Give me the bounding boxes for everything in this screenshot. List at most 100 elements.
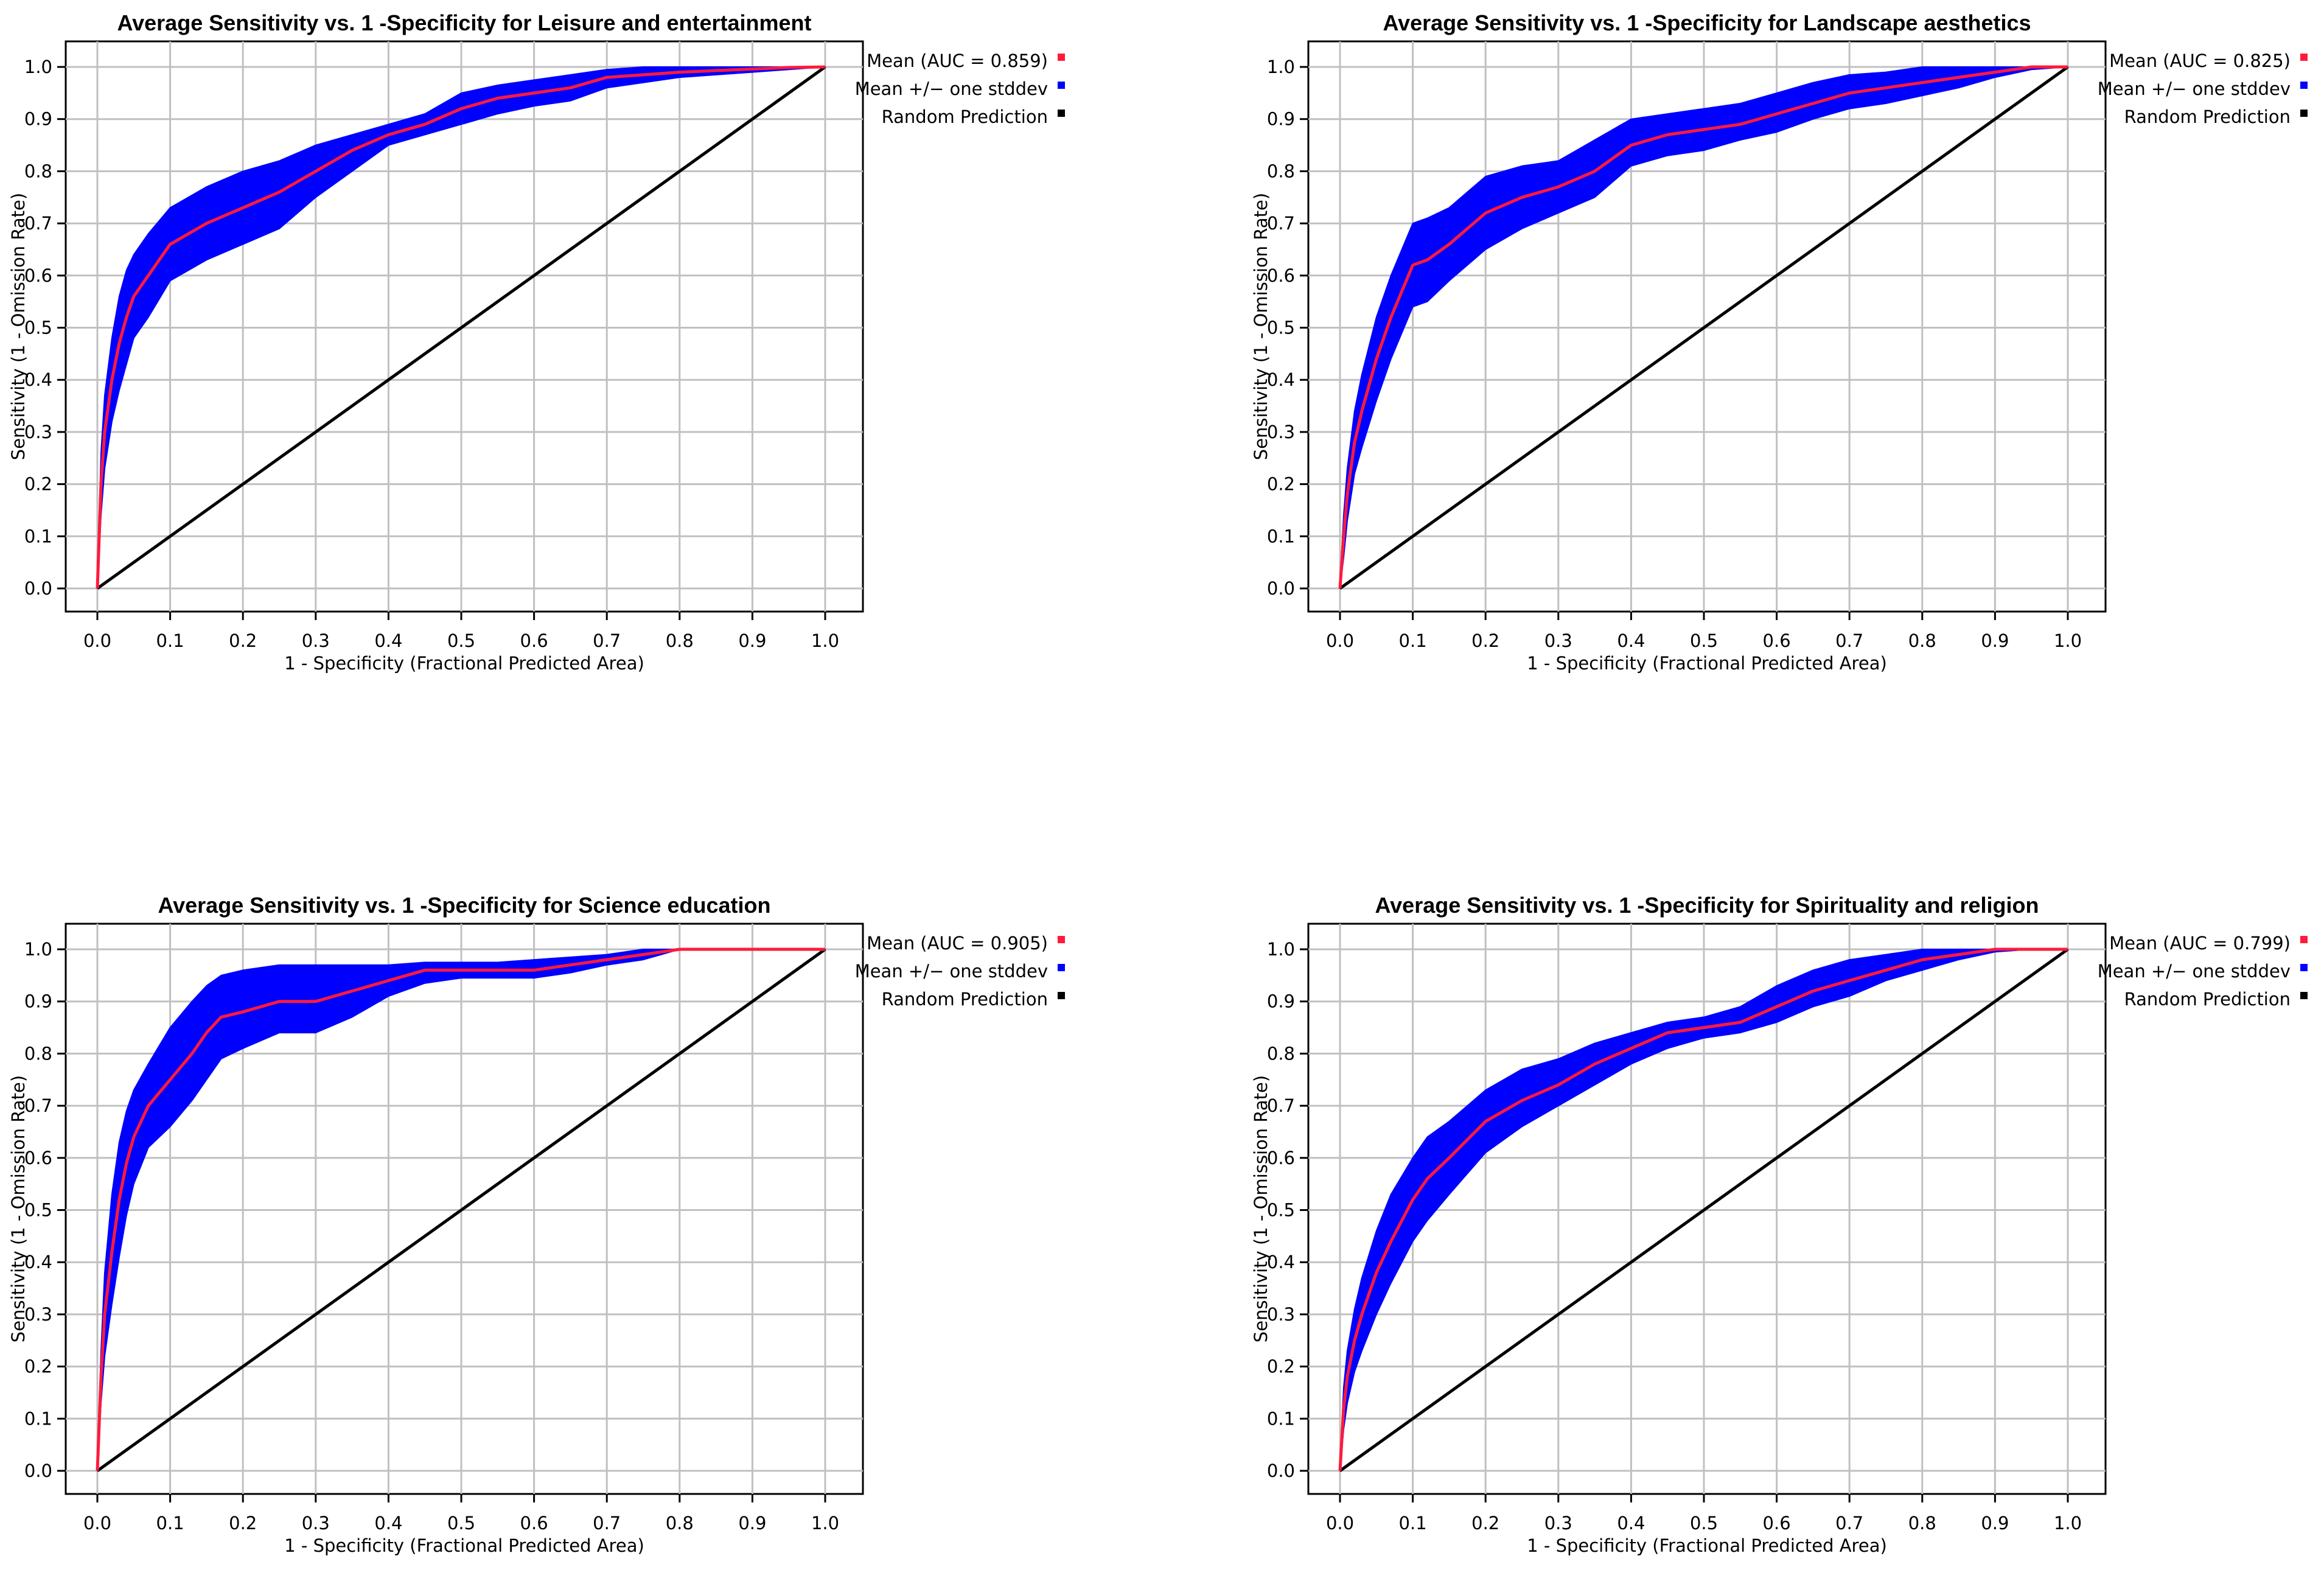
y-tick-label: 0.8	[1267, 161, 1295, 181]
legend-label: Mean (AUC = 0.799)	[2109, 933, 2291, 954]
x-tick-label: 0.3	[1544, 1513, 1572, 1533]
x-tick-label: 0.3	[302, 630, 330, 651]
y-tick-label: 0.1	[24, 1408, 52, 1429]
y-tick-label: 0.8	[24, 1043, 52, 1064]
x-tick-label: 0.0	[83, 630, 111, 651]
chart-title: Average Sensitivity vs. 1 -Specificity f…	[117, 10, 811, 35]
y-tick-label: 0.0	[24, 578, 52, 599]
x-tick-label: 0.3	[1544, 630, 1572, 651]
x-tick-label: 0.9	[738, 630, 766, 651]
y-tick-label: 0.3	[1267, 422, 1295, 442]
x-tick-label: 0.0	[83, 1513, 111, 1533]
x-tick-label: 0.4	[1617, 630, 1645, 651]
x-tick-label: 0.5	[447, 1513, 475, 1533]
x-tick-label: 0.1	[156, 630, 184, 651]
x-tick-label: 0.5	[447, 630, 475, 651]
y-tick-label: 0.4	[1267, 369, 1295, 390]
y-tick-label: 0.5	[24, 1200, 52, 1221]
chart-panel-2: 0.0 0.1 0.2 0.3 0.4 0.5 0.6 0.7 0.8 0.9 1.0 0.0 0.1 0…	[1251, 10, 2308, 674]
x-tick-label: 0.8	[1908, 1513, 1936, 1533]
y-tick-label: 0.9	[24, 991, 52, 1012]
legend-swatch	[1058, 54, 1065, 61]
y-tick-label: 0.5	[1267, 318, 1295, 338]
y-tick-label: 0.0	[1267, 1460, 1295, 1481]
x-tick-label: 0.9	[1981, 1513, 2009, 1533]
legend-label: Mean +/− one stddev	[2098, 78, 2291, 99]
y-tick-label: 0.9	[1267, 991, 1295, 1012]
x-tick-label: 0.6	[520, 1513, 548, 1533]
legend-label: Mean +/− one stddev	[855, 961, 1048, 982]
legend-swatch	[2300, 110, 2308, 117]
mean-roc-line	[96, 947, 825, 1471]
x-tick-label: 0.8	[666, 1513, 694, 1533]
y-axis-label: Sensitivity (1 - Omission Rate)	[1251, 193, 1271, 460]
x-tick-label: 0.6	[1763, 630, 1791, 651]
y-tick-label: 1.0	[1267, 939, 1295, 960]
y-tick-label: 0.1	[1267, 526, 1295, 546]
random-prediction-line	[96, 947, 826, 1473]
x-tick-label: 0.4	[374, 630, 402, 651]
x-tick-label: 1.0	[811, 630, 839, 651]
chart-title: Average Sensitivity vs. 1 -Specificity f…	[1383, 10, 2031, 35]
y-tick-label: 0.8	[24, 161, 52, 181]
x-tick-label: 0.2	[229, 1513, 257, 1533]
x-tick-label: 0.7	[593, 1513, 621, 1533]
y-tick-label: 1.0	[1267, 57, 1295, 77]
mean-roc-line	[1338, 947, 2068, 1471]
legend-label: Random Prediction	[2124, 989, 2291, 1010]
legend-label: Mean (AUC = 0.825)	[2109, 51, 2291, 71]
y-tick-label: 0.7	[24, 213, 52, 234]
y-tick-label: 0.3	[1267, 1304, 1295, 1325]
y-tick-label: 0.2	[1267, 1356, 1295, 1377]
y-tick-label: 0.7	[1267, 1095, 1295, 1116]
x-tick-label: 0.5	[1690, 630, 1718, 651]
chart-title: Average Sensitivity vs. 1 -Specificity f…	[1375, 893, 2039, 918]
mean-roc-line	[96, 65, 826, 589]
x-tick-label: 0.6	[520, 630, 548, 651]
x-tick-label: 0.5	[1690, 1513, 1718, 1533]
x-tick-label: 0.9	[1981, 630, 2009, 651]
x-axis-label: 1 - Specificity (Fractional Predicted Ar…	[1527, 1535, 1887, 1556]
x-tick-label: 0.4	[374, 1513, 402, 1533]
y-tick-label: 0.3	[24, 1304, 52, 1325]
x-tick-label: 0.7	[1835, 1513, 1863, 1533]
y-tick-label: 0.6	[1267, 265, 1295, 286]
x-tick-label: 0.1	[1399, 630, 1427, 651]
legend-label: Mean +/− one stddev	[855, 78, 1048, 99]
y-axis-label: Sensitivity (1 - Omission Rate)	[8, 1075, 29, 1342]
x-tick-label: 0.6	[1763, 1513, 1791, 1533]
y-tick-label: 0.0	[1267, 578, 1295, 599]
y-tick-label: 1.0	[24, 939, 52, 960]
legend-swatch	[1058, 964, 1065, 971]
x-tick-label: 0.1	[1399, 1513, 1427, 1533]
legend-label: Mean (AUC = 0.905)	[867, 933, 1048, 954]
x-tick-label: 0.9	[738, 1513, 766, 1533]
y-tick-label: 0.9	[24, 109, 52, 130]
x-tick-label: 1.0	[2054, 1513, 2082, 1533]
y-tick-label: 0.9	[1267, 109, 1295, 130]
x-tick-label: 0.8	[666, 630, 694, 651]
random-prediction-line	[96, 65, 826, 590]
y-tick-label: 0.1	[1267, 1408, 1295, 1429]
x-tick-label: 1.0	[2054, 630, 2082, 651]
legend-swatch	[1058, 992, 1065, 999]
legend-swatch	[1058, 82, 1065, 89]
y-tick-label: 0.0	[24, 1460, 52, 1481]
y-tick-label: 0.4	[24, 1252, 52, 1272]
mean-roc-line	[1338, 65, 2068, 589]
legend-swatch	[2300, 54, 2308, 61]
legend-label: Random Prediction	[2124, 106, 2291, 127]
x-tick-label: 0.2	[229, 630, 257, 651]
x-tick-label: 0.4	[1617, 1513, 1645, 1533]
y-tick-label: 0.1	[24, 526, 52, 546]
legend-swatch	[2300, 992, 2308, 999]
x-tick-label: 0.2	[1471, 1513, 1499, 1533]
legend-swatch	[2300, 964, 2308, 971]
legend-swatch	[1058, 936, 1065, 943]
x-tick-label: 0.2	[1471, 630, 1499, 651]
chart-panel-1: 0.0 0.1 0.2 0.3 0.4 0.5 0.6 0.7 0.8 0.9 1.0 0.0 0.1 0…	[8, 10, 1065, 674]
y-tick-label: 0.5	[1267, 1200, 1295, 1221]
y-tick-label: 0.2	[24, 1356, 52, 1377]
legend-label: Random Prediction	[882, 106, 1048, 127]
x-tick-label: 0.8	[1908, 630, 1936, 651]
